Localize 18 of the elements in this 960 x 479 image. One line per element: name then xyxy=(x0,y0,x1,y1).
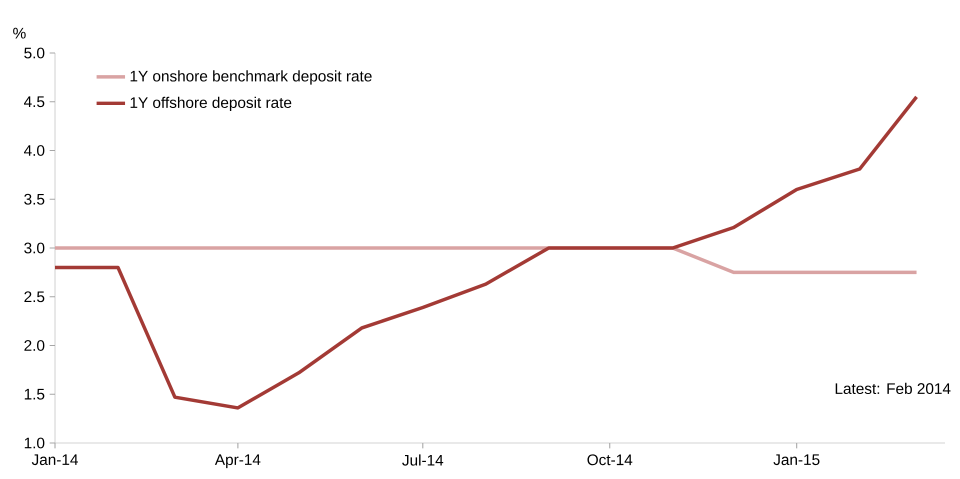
y-tick-label: 4.0 xyxy=(24,145,44,156)
x-tick-label: Jul-14 xyxy=(402,454,444,466)
y-tick-label: 2.5 xyxy=(24,291,44,302)
x-tick-label: Jan-15 xyxy=(773,454,820,466)
y-tick-label: 1.5 xyxy=(24,388,44,400)
y-axis-title: % xyxy=(13,28,26,39)
y-tick-label: 4.5 xyxy=(24,96,44,108)
x-tick-label: Jan-14 xyxy=(32,454,78,466)
annotation: Latest: Feb 2014 xyxy=(836,382,951,394)
y-tick-label: 1.0 xyxy=(24,438,44,448)
y-tick-label: 3.0 xyxy=(24,242,44,254)
y-tick-label: 2.0 xyxy=(24,340,44,351)
x-tick-label: Oct-14 xyxy=(587,454,632,466)
y-tick-label: 5.0 xyxy=(24,48,44,58)
x-tick-label: Apr-14 xyxy=(214,454,260,468)
y-tick-label: 3.5 xyxy=(24,194,44,205)
legend-label: 1Y onshore benchmark deposit rate xyxy=(130,70,372,85)
legend-label: 1Y offshore deposit rate xyxy=(130,96,292,112)
